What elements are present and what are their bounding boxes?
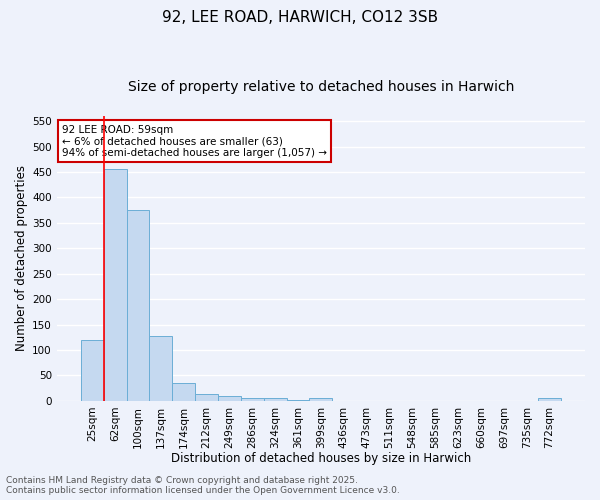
Text: Contains HM Land Registry data © Crown copyright and database right 2025.
Contai: Contains HM Land Registry data © Crown c…	[6, 476, 400, 495]
Bar	[264, 398, 287, 401]
Y-axis label: Number of detached properties: Number of detached properties	[15, 166, 28, 352]
Bar	[127, 210, 149, 401]
Bar	[172, 383, 195, 401]
Bar	[287, 400, 310, 401]
Text: 92, LEE ROAD, HARWICH, CO12 3SB: 92, LEE ROAD, HARWICH, CO12 3SB	[162, 10, 438, 25]
Bar	[310, 398, 332, 401]
Bar	[538, 398, 561, 401]
Bar	[149, 336, 172, 401]
Text: 92 LEE ROAD: 59sqm
← 6% of detached houses are smaller (63)
94% of semi-detached: 92 LEE ROAD: 59sqm ← 6% of detached hous…	[62, 124, 327, 158]
Bar	[104, 170, 127, 401]
Bar	[195, 394, 218, 401]
Title: Size of property relative to detached houses in Harwich: Size of property relative to detached ho…	[128, 80, 514, 94]
Bar	[218, 396, 241, 401]
Bar	[81, 340, 104, 401]
Bar	[241, 398, 264, 401]
X-axis label: Distribution of detached houses by size in Harwich: Distribution of detached houses by size …	[171, 452, 471, 465]
